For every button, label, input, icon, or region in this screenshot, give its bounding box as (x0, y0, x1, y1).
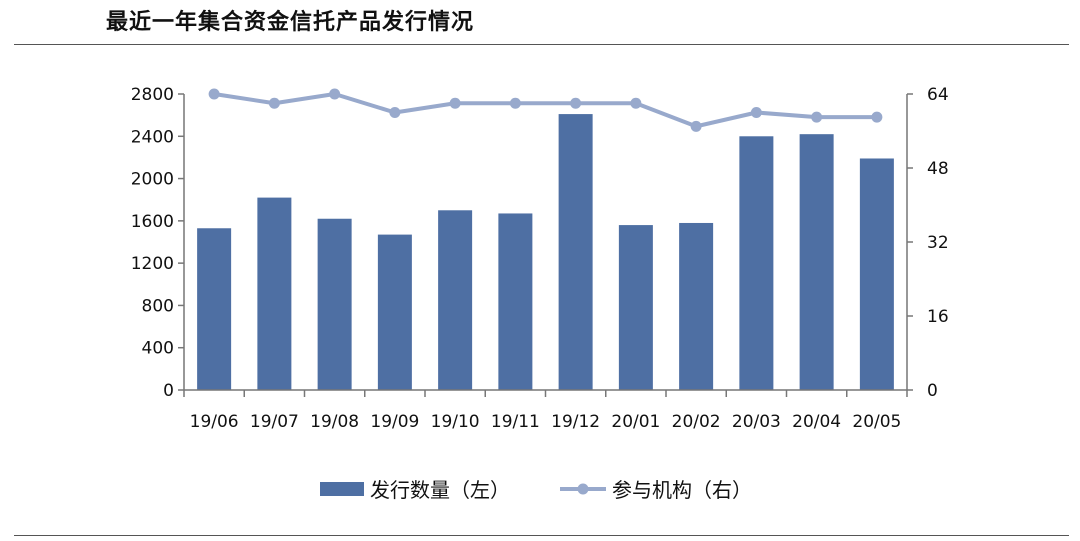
x-tick-label: 19/06 (190, 412, 239, 432)
right-tick-label: 16 (927, 307, 949, 327)
bar-19/09 (377, 234, 412, 390)
x-tick-label: 19/10 (431, 412, 480, 432)
x-tick-label: 20/02 (672, 412, 721, 432)
right-tick-label: 64 (927, 85, 949, 105)
right-tick-label: 0 (927, 381, 938, 401)
x-tick-label: 20/04 (792, 412, 841, 432)
left-tick-label: 2400 (131, 127, 174, 147)
bar-20/05 (859, 158, 894, 390)
bar-19/10 (438, 210, 473, 390)
left-tick-label: 2800 (131, 85, 174, 105)
line-series-institutions (213, 92, 877, 129)
x-tick-label: 19/08 (310, 412, 359, 432)
bar-19/06 (197, 228, 232, 390)
line-point-19/10 (449, 97, 461, 109)
line-point-19/12 (570, 97, 582, 109)
left-tick-label: 2000 (131, 170, 174, 190)
bar-19/08 (317, 218, 352, 390)
bar-20/01 (618, 225, 653, 390)
left-tick-label: 1600 (131, 212, 174, 232)
x-tick-label: 19/09 (370, 412, 419, 432)
bar-19/07 (257, 197, 292, 390)
line-point-20/01 (630, 97, 642, 109)
line-point-19/07 (268, 97, 280, 109)
line-point-20/02 (690, 120, 702, 132)
line-point-19/11 (509, 97, 521, 109)
legend-label-bar: 发行数量（左） (370, 478, 510, 502)
left-tick-label: 800 (142, 296, 174, 316)
line-point-19/08 (329, 88, 341, 100)
left-tick-label: 1200 (131, 254, 174, 274)
line-point-20/03 (750, 107, 762, 118)
bar-19/11 (498, 213, 533, 390)
chart-title: 最近一年集合资金信托产品发行情况 (106, 10, 475, 35)
bar-20/02 (679, 222, 714, 390)
line-point-20/05 (871, 111, 883, 123)
legend-label-line: 参与机构（右） (612, 478, 752, 502)
left-tick-label: 0 (163, 381, 174, 401)
bar-20/04 (799, 134, 834, 390)
left-tick-label: 400 (142, 339, 174, 359)
x-tick-label: 19/07 (250, 412, 299, 432)
x-tick-label: 19/12 (551, 412, 600, 432)
bottom-divider (14, 535, 1069, 536)
legend-swatch-bar (320, 482, 364, 496)
right-tick-label: 32 (927, 233, 949, 253)
bar-20/03 (739, 136, 774, 390)
bar-19/12 (558, 114, 593, 390)
x-tick-label: 20/03 (732, 412, 781, 432)
x-tick-label: 19/11 (491, 412, 540, 432)
x-tick-label: 20/05 (852, 412, 901, 432)
line-point-19/06 (208, 88, 220, 100)
line-point-19/09 (389, 107, 401, 118)
top-divider (14, 44, 1069, 45)
right-tick-label: 48 (927, 159, 949, 179)
line-point-20/04 (811, 111, 823, 123)
x-tick-label: 20/01 (611, 412, 660, 432)
